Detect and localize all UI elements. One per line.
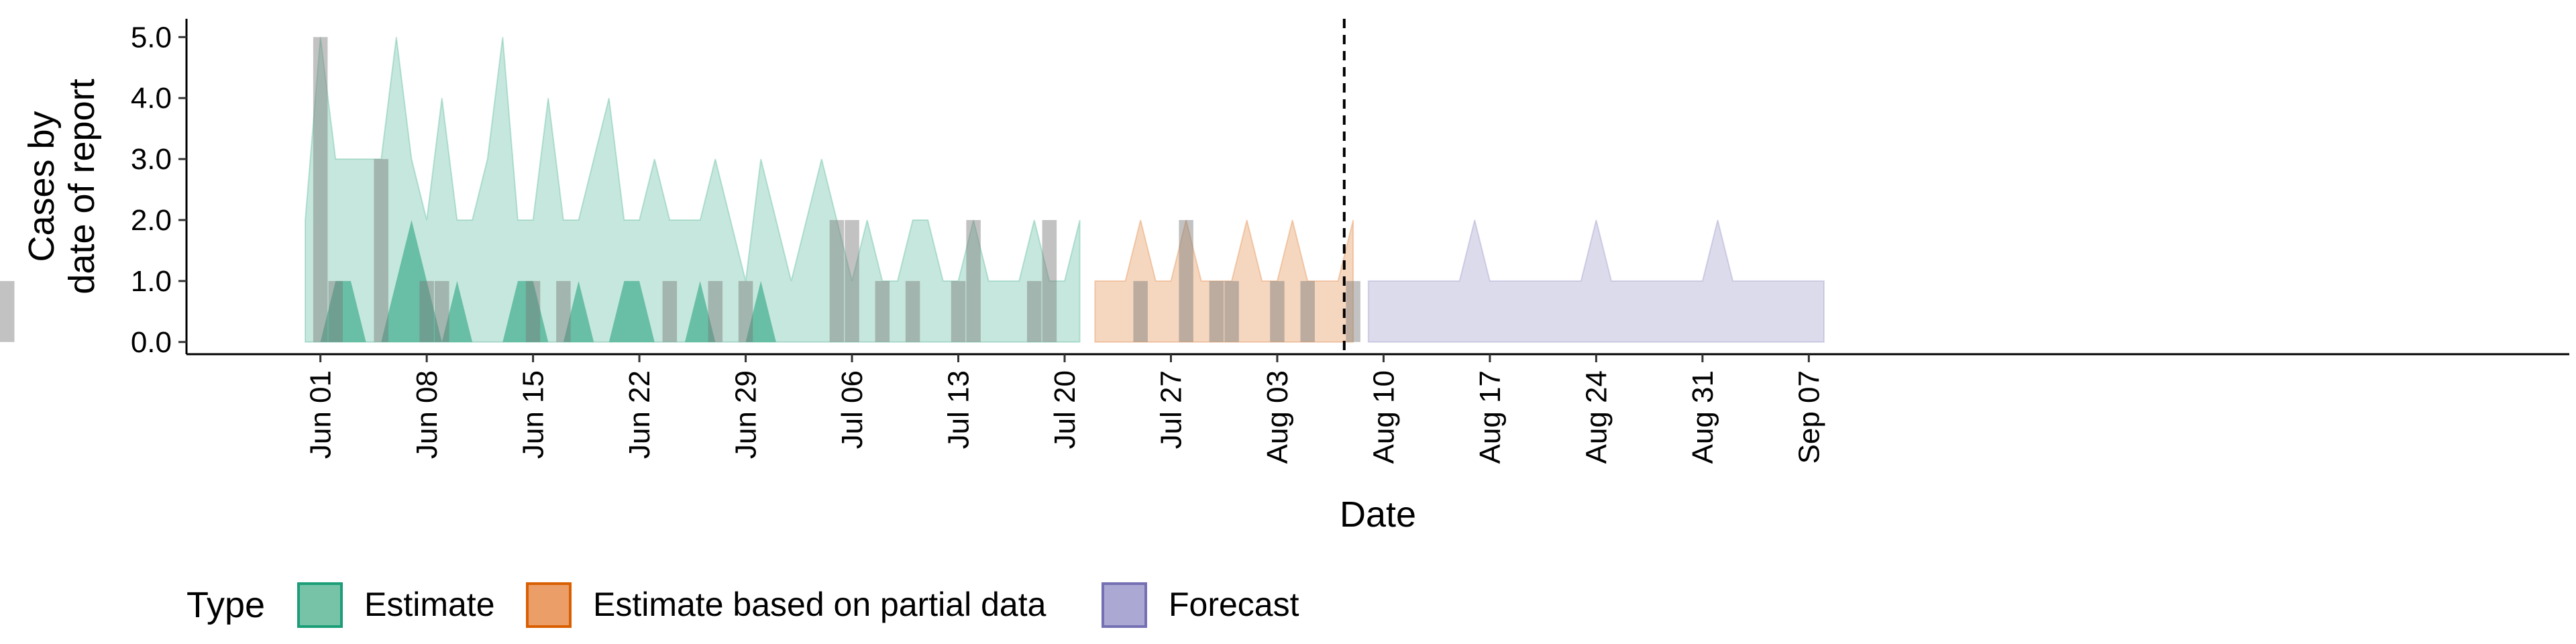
- reported-bar: [966, 220, 981, 342]
- reported-bar: [1209, 280, 1224, 342]
- legend-title: Type: [186, 585, 265, 625]
- x-tick-label: Aug 10: [1367, 370, 1400, 464]
- reported-bar: [845, 220, 859, 342]
- reported-bar: [419, 280, 434, 342]
- reported-bar: [708, 280, 723, 342]
- reported-bar: [738, 280, 753, 342]
- legend-key-estimate-based-on-partial-data: [526, 582, 572, 628]
- reported-bar: [328, 280, 343, 342]
- estimate-based-on-partial-data-band-90: [1094, 219, 1354, 343]
- x-tick-label: Sep 07: [1792, 370, 1825, 464]
- x-tick-label: Jun 08: [411, 370, 443, 459]
- reported-bar: [1042, 220, 1057, 342]
- x-tick-label: Jun 01: [305, 370, 337, 459]
- reported-bar: [951, 280, 966, 342]
- reported-bar: [1026, 280, 1042, 342]
- uncertainty-bands: [305, 37, 1825, 343]
- reported-bar: [1133, 280, 1148, 342]
- axes: 0.0 1.0 2.0 3.0 4.0 5.0 Jun 01 Jun 08 Jun 15 Jun …: [21, 19, 2569, 535]
- x-tick-label: Jul 13: [943, 370, 975, 449]
- reported-bar: [435, 280, 449, 342]
- legend-label-estimate-based-on-partial-data: Estimate based on partial data: [593, 586, 1046, 623]
- reported-bar: [662, 280, 678, 342]
- x-tick-label: Jul 27: [1155, 370, 1187, 449]
- estimate-band-50: [305, 220, 1080, 342]
- estimate-band-90: [305, 37, 1081, 343]
- legend-label-forecast: Forecast: [1169, 586, 1299, 623]
- reported-bar: [0, 280, 15, 342]
- y-tick-label: 5.0: [131, 21, 172, 54]
- reported-bar: [1300, 280, 1315, 342]
- x-tick-label: Jun 15: [517, 370, 550, 459]
- x-tick-label: Jul 20: [1049, 370, 1081, 449]
- reported-bar: [374, 159, 388, 342]
- reported-bar: [1224, 280, 1239, 342]
- reported-bar: [1346, 280, 1360, 342]
- y-tick-label: 0.0: [131, 326, 172, 359]
- legend: Type Estimate Estimate based on partial da…: [186, 582, 1299, 628]
- legend-key-estimate: [297, 582, 343, 628]
- x-tick-label: Aug 31: [1686, 370, 1719, 464]
- forecast-band-90: [1367, 219, 1825, 343]
- reported-bar: [1179, 220, 1193, 342]
- reported-bar: [556, 280, 571, 342]
- reported-bar: [905, 280, 920, 342]
- x-tick-label: Jun 29: [730, 370, 763, 459]
- x-tick-label: Aug 03: [1261, 370, 1294, 464]
- legend-key-forecast: [1102, 582, 1147, 628]
- x-tick-label: Jul 06: [836, 370, 869, 449]
- y-tick-label: 3.0: [131, 143, 172, 176]
- reported-bar: [525, 280, 541, 342]
- reported-bar: [875, 280, 890, 342]
- x-axis-title: Date: [1340, 494, 1416, 535]
- reported-bar: [313, 37, 328, 342]
- y-tick-label: 4.0: [131, 82, 172, 115]
- x-tick-label: Aug 24: [1580, 370, 1613, 464]
- legend-label-estimate: Estimate: [364, 586, 495, 623]
- x-tick-label: Jun 22: [623, 370, 656, 459]
- x-tick-label: Aug 17: [1474, 370, 1507, 464]
- reported-bar: [829, 220, 845, 342]
- reported-bar: [1270, 280, 1285, 342]
- reported-case-bars: [0, 37, 1360, 342]
- y-axis-title: Cases bydate of report: [21, 78, 102, 294]
- y-tick-label: 2.0: [131, 204, 172, 237]
- y-tick-label: 1.0: [131, 265, 172, 298]
